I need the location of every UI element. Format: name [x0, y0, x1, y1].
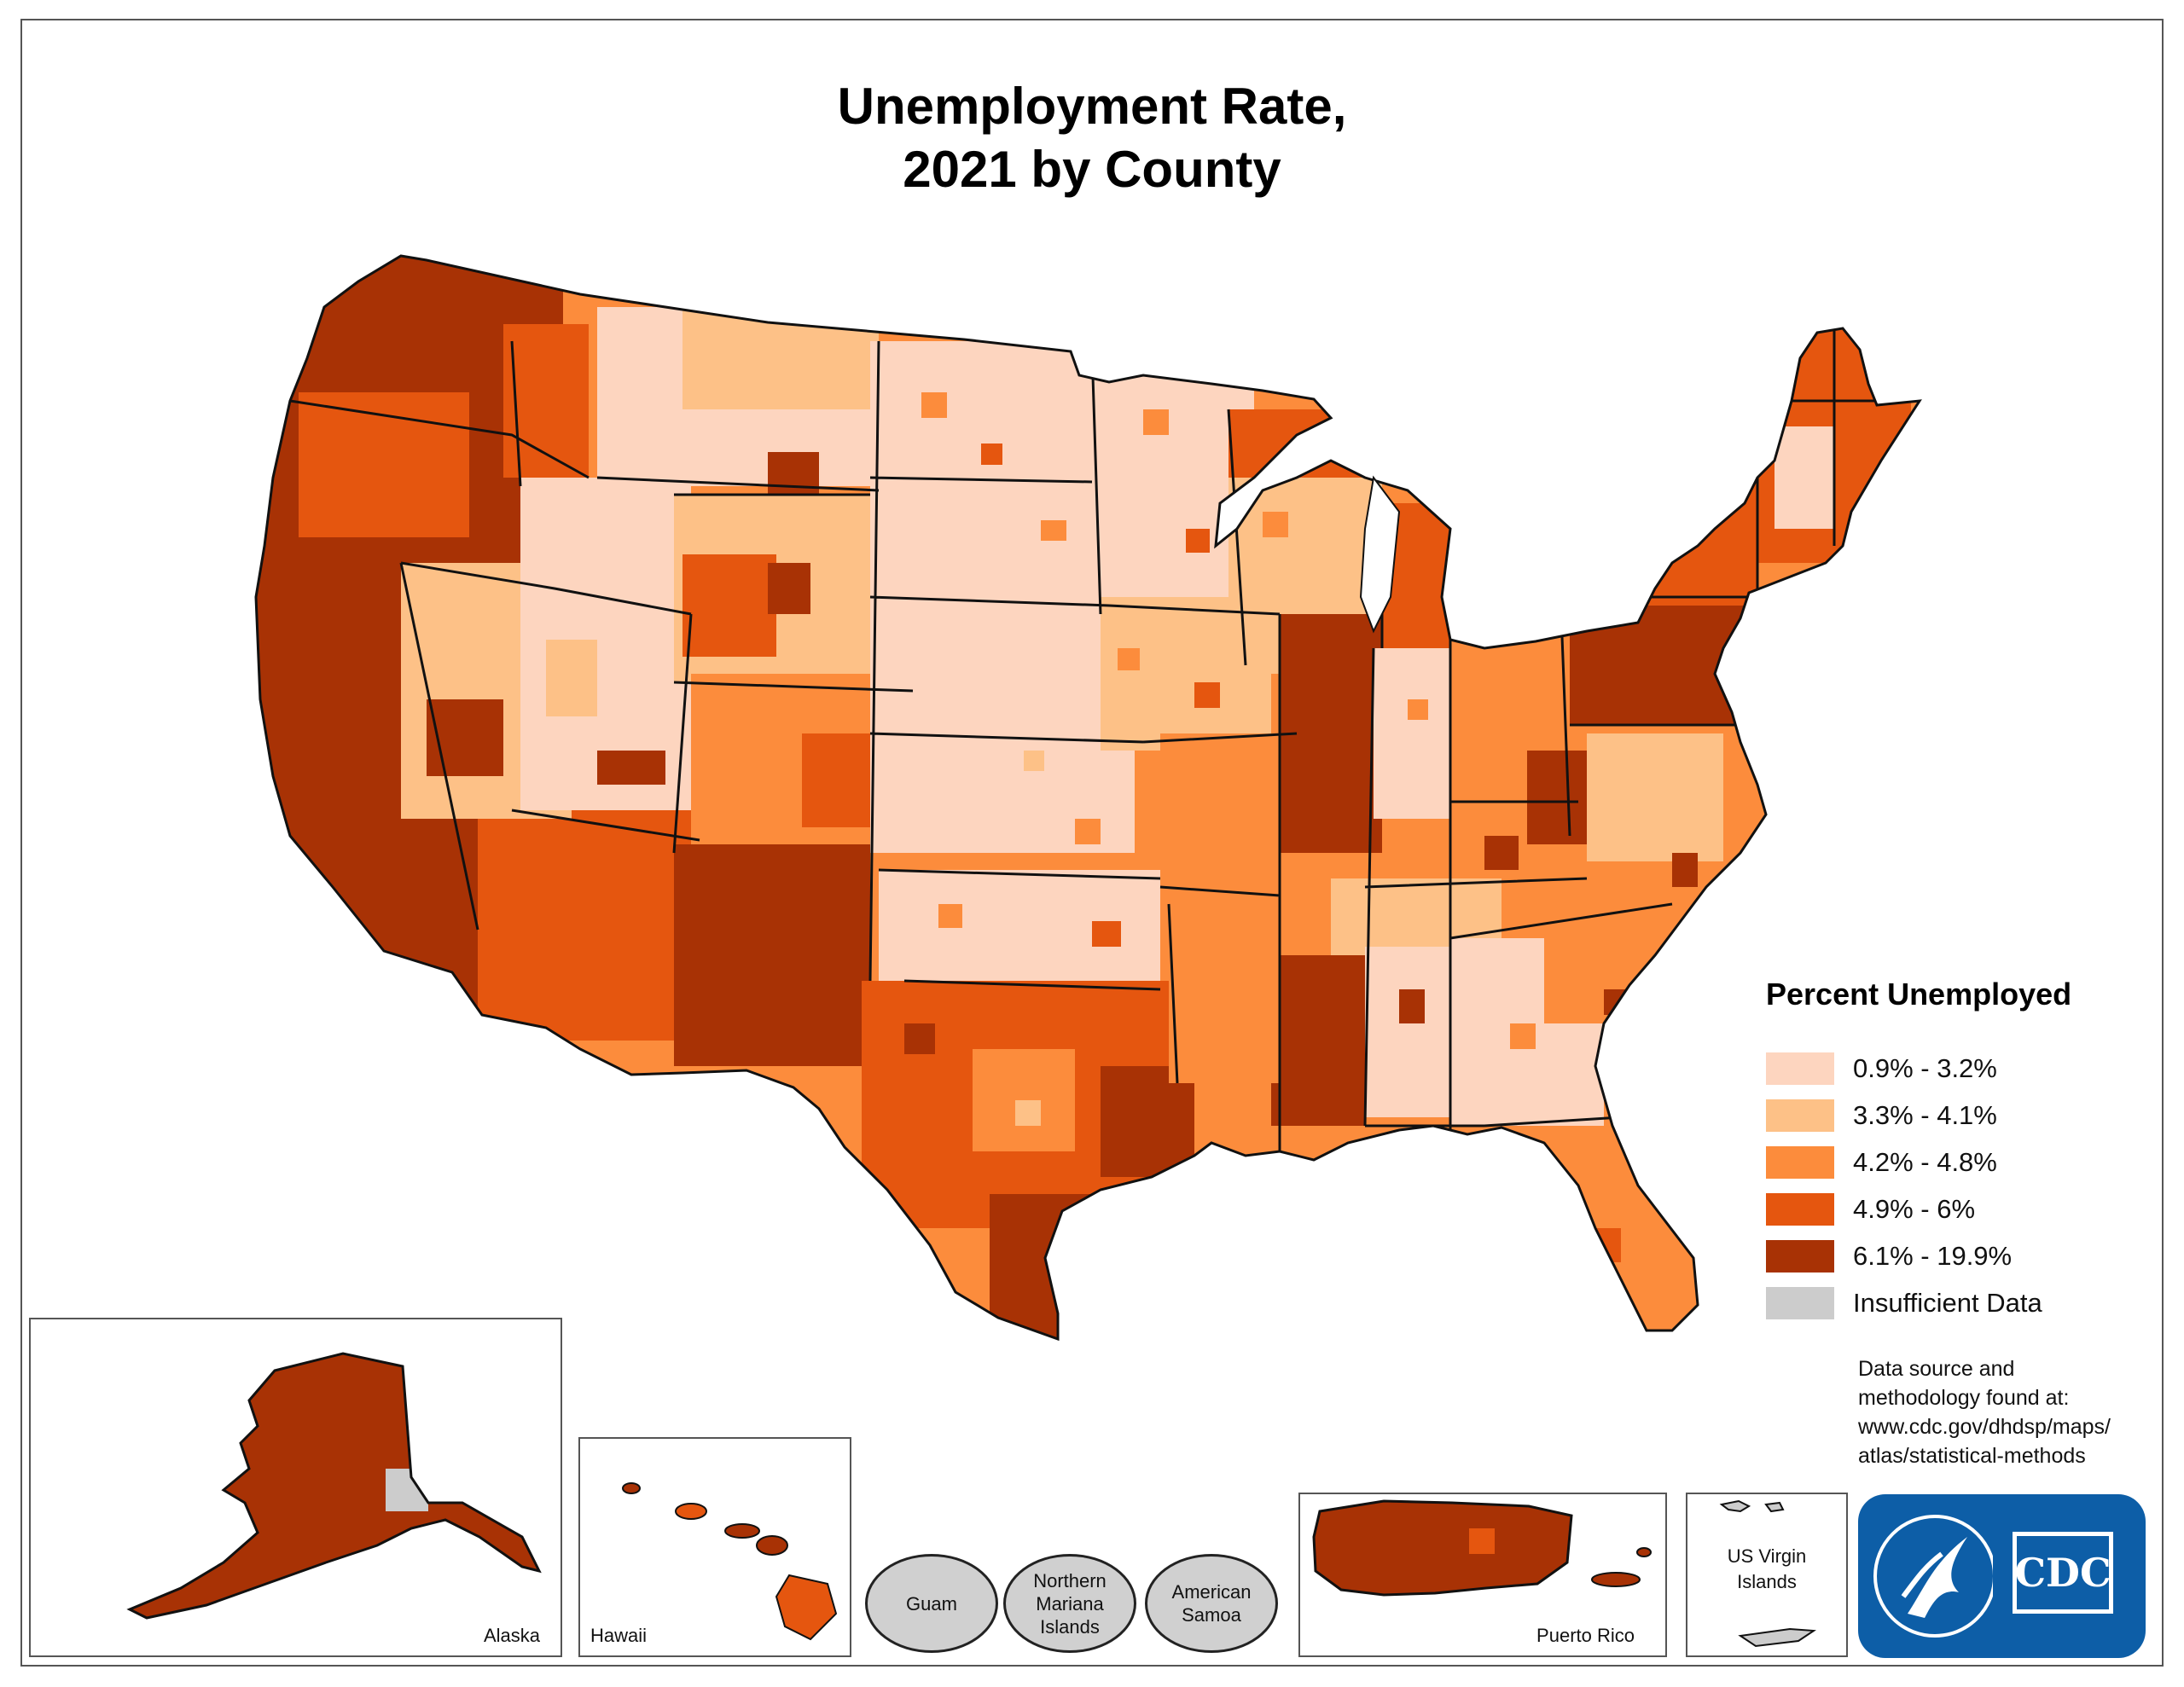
hawaii-inset: Hawaii — [578, 1437, 851, 1657]
legend-item: 6.1% - 19.9% — [1766, 1232, 2124, 1279]
legend-label: 3.3% - 4.1% — [1853, 1099, 1997, 1130]
legend-swatch — [1766, 1286, 1834, 1319]
american-samoa-label: American Samoa — [1171, 1581, 1252, 1626]
cdc-logo: CDC — [1858, 1494, 2146, 1658]
molokai — [724, 1523, 760, 1539]
oahu — [675, 1503, 707, 1520]
northern-mariana-label: Northern Mariana Islands — [1033, 1569, 1107, 1638]
legend-swatch — [1766, 1099, 1834, 1132]
legend: Percent Unemployed 0.9% - 3.2% 3.3% - 4.1… — [1766, 977, 2124, 1326]
texas-south-high — [990, 1194, 1092, 1339]
pr-fill — [1314, 1501, 1571, 1595]
source-line-2: methodology found at: — [1858, 1386, 2070, 1410]
puerto-rico-label: Puerto Rico — [1536, 1625, 1635, 1646]
source-line-1: Data source and — [1858, 1357, 2015, 1381]
vieques — [1591, 1572, 1641, 1587]
puerto-rico-inset: Puerto Rico — [1298, 1493, 1667, 1657]
texas-east-high — [1101, 1066, 1194, 1177]
culebra — [1636, 1547, 1652, 1557]
alaska-map — [126, 1352, 542, 1620]
arkansas-region — [1169, 904, 1280, 1083]
legend-label: 4.2% - 4.8% — [1853, 1146, 1997, 1177]
county-mottling — [546, 392, 1698, 1262]
legend-items: 0.9% - 3.2% 3.3% - 4.1% 4.2% - 4.8% 4.9% - … — [1766, 1045, 2124, 1326]
new-mexico-region — [674, 844, 870, 1066]
minnesota-region — [1083, 358, 1254, 614]
big-island — [775, 1574, 838, 1641]
source-line-4: atlas/statistical-methods — [1858, 1444, 2086, 1468]
alaska-outline — [126, 1352, 542, 1620]
hawaii-label: Hawaii — [590, 1625, 648, 1646]
st-croix — [1738, 1627, 1816, 1648]
alaska-inset: Alaska — [29, 1318, 562, 1657]
map-title: Unemployment Rate, 2021 by County — [0, 75, 2184, 201]
west-virginia-region — [1527, 751, 1587, 844]
legend-item: 4.9% - 6% — [1766, 1186, 2124, 1232]
legend-swatch — [1766, 1052, 1834, 1085]
new-york-region — [1587, 478, 1757, 606]
legend-label: 6.1% - 19.9% — [1853, 1240, 2013, 1271]
northern-mariana-marker: Northern Mariana Islands — [1003, 1554, 1136, 1653]
title-line-2: 2021 by County — [903, 141, 1281, 198]
data-source-note: Data source and methodology found at: ww… — [1858, 1354, 2111, 1470]
virgin-islands-label: US Virgin Islands — [1727, 1545, 1807, 1592]
legend-item: 0.9% - 3.2% — [1766, 1045, 2124, 1092]
legend-swatch — [1766, 1239, 1834, 1272]
legend-item: Insufficient Data — [1766, 1279, 2124, 1326]
map-frame — [20, 19, 2164, 1667]
pr-outline — [1312, 1499, 1573, 1597]
legend-swatch — [1766, 1192, 1834, 1226]
st-john — [1764, 1501, 1785, 1513]
vermont-nh-low — [1774, 426, 1834, 529]
guam-label: Guam — [906, 1592, 957, 1615]
st-thomas — [1719, 1499, 1751, 1513]
american-samoa-marker: American Samoa — [1145, 1554, 1278, 1653]
source-line-3: www.cdc.gov/dhdsp/maps/ — [1858, 1415, 2111, 1439]
alaska-fill — [130, 1354, 539, 1618]
lake-michigan — [1359, 475, 1401, 634]
upper-peninsula — [1228, 409, 1450, 478]
pr-mid-county — [1469, 1528, 1495, 1554]
wyoming-west — [682, 554, 776, 657]
legend-item: 4.2% - 4.8% — [1766, 1139, 2124, 1186]
legend-label: Insufficient Data — [1853, 1287, 2042, 1318]
alaska-label: Alaska — [483, 1625, 540, 1646]
nevada-south-high — [427, 699, 503, 776]
legend-title: Percent Unemployed — [1766, 977, 2072, 1012]
kauai — [622, 1482, 641, 1494]
cdc-wordmark: CDC — [2013, 1532, 2113, 1614]
virgin-islands-inset: US Virgin Islands — [1686, 1493, 1848, 1657]
legend-label: 4.9% - 6% — [1853, 1193, 1976, 1224]
hhs-eagle-icon — [1873, 1515, 1993, 1638]
virginia-region — [1587, 733, 1723, 861]
legend-swatch — [1766, 1145, 1834, 1179]
legend-label: 0.9% - 3.2% — [1853, 1052, 1997, 1083]
title-line-1: Unemployment Rate, — [837, 78, 1347, 135]
puerto-rico-map — [1312, 1499, 1652, 1597]
pennsylvania-region — [1570, 597, 1766, 725]
mississippi-region — [1271, 955, 1365, 1126]
missouri-region — [1160, 733, 1297, 904]
us-outline — [254, 254, 1922, 1342]
legend-item: 3.3% - 4.1% — [1766, 1092, 2124, 1139]
indiana-region — [1374, 648, 1450, 819]
alabama-region — [1365, 947, 1459, 1117]
hawaii-map — [622, 1482, 838, 1641]
guam-marker: Guam — [865, 1554, 998, 1653]
alaska-no-data — [386, 1469, 428, 1511]
virgin-islands-map — [1719, 1499, 1816, 1648]
maui — [756, 1535, 788, 1556]
colorado-south — [802, 733, 879, 827]
